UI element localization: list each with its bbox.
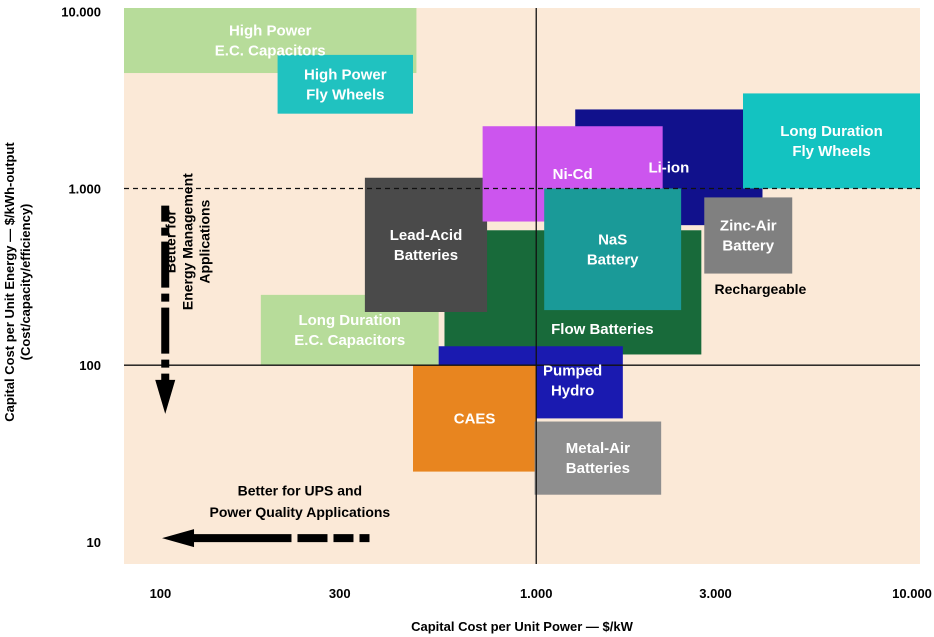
annotation-better-for-ups-and: Better for UPS and	[238, 482, 362, 498]
region-label-high-power-fly-wheels-line-1: Fly Wheels	[306, 86, 384, 103]
arrows-layer	[155, 205, 370, 548]
region-label-zinc-air-battery-line-0: Zinc-Air	[720, 217, 777, 234]
region-label-pumped-hydro-line-0: Pumped	[543, 362, 602, 379]
region-label-long-duration-fly-wheels-line-1: Fly Wheels	[792, 143, 870, 160]
y-axis-title-line2: (Cost/capacity/efficiency)	[18, 204, 33, 361]
y-axis-title-line1: Capital Cost per Unit Energy — $/kWh-out…	[2, 142, 17, 422]
region-label-lead-acid-batteries-line-0: Lead-Acid	[390, 227, 463, 244]
region-high-power-fly-wheels	[277, 54, 413, 114]
ups-power-quality-arrow	[162, 529, 370, 548]
region-label-zinc-air-battery-line-1: Battery	[722, 237, 774, 254]
y-tick-label-10000: 10.000	[61, 5, 101, 20]
ups-power-quality-arrow-head	[162, 529, 195, 548]
x-tick-label-10000: 10.000	[892, 586, 932, 601]
energy-management-arrow	[155, 205, 176, 414]
x-tick-label-3000: 3.000	[699, 586, 732, 601]
region-label-long-duration-e-c-capacitors-line-0: Long Duration	[298, 312, 400, 329]
region-label-ni-cd-line-0: Ni-Cd	[553, 166, 593, 183]
annotation-rechargeable: Rechargeable	[715, 281, 807, 297]
region-lead-acid-batteries	[364, 177, 488, 312]
region-labels-layer: High Power E.C. Capacitors High Power Fly W…	[215, 23, 883, 478]
region-label-high-power-fly-wheels-line-0: High Power	[304, 66, 387, 83]
region-label-long-duration-e-c-capacitors-line-1: E.C. Capacitors	[294, 332, 405, 349]
annotation-power-quality-applications: Power Quality Applications	[209, 504, 390, 520]
region-label-li-ion-line-0: Li-ion	[648, 159, 689, 176]
region-label-metal-air-batteries-line-0: Metal-Air	[566, 440, 630, 457]
region-nas-battery	[544, 188, 682, 311]
y-tick-label-10: 10	[87, 535, 101, 550]
region-label-nas-battery-line-1: Battery	[587, 251, 639, 268]
region-label-high-power-e-c-capacitors-line-0: High Power	[229, 23, 312, 40]
region-label-metal-air-batteries-line-1: Batteries	[566, 460, 630, 477]
region-label-lead-acid-batteries-line-1: Batteries	[394, 247, 458, 264]
x-tick-label-1000: 1.000	[520, 586, 553, 601]
region-label-nas-battery-line-0: NaS	[598, 231, 627, 248]
region-zinc-air-battery	[704, 197, 793, 274]
x-axis-title: Capital Cost per Unit Power — $/kW	[411, 619, 633, 634]
energy-management-arrow-head	[155, 379, 176, 414]
regions-layer	[124, 8, 920, 495]
x-tick-label-300: 300	[329, 586, 351, 601]
x-tick-label-100: 100	[150, 586, 172, 601]
region-label-pumped-hydro-line-1: Hydro	[551, 382, 594, 399]
region-label-long-duration-fly-wheels-line-0: Long Duration	[780, 123, 882, 140]
region-long-duration-fly-wheels	[743, 93, 920, 189]
y-tick-label-1000: 1.000	[68, 181, 101, 196]
region-metal-air-batteries	[534, 421, 662, 495]
region-label-caes-line-0: CAES	[454, 410, 496, 427]
annotation-applications: Applications	[196, 199, 212, 283]
region-label-flow-batteries-line-0: Flow Batteries	[551, 321, 654, 338]
annotation-energy-management: Energy Management	[179, 173, 195, 310]
region-label-high-power-e-c-capacitors-line-1: E.C. Capacitors	[215, 43, 326, 60]
reference-lines-layer	[124, 8, 920, 564]
y-axis-title: Capital Cost per Unit Energy — $/kWh-out…	[2, 142, 33, 422]
ticks-layer: 100 300 1.000 3.000 10.000 10 100 1.000 10.000	[61, 5, 932, 601]
y-tick-label-100: 100	[79, 358, 101, 373]
region-caes	[412, 365, 537, 472]
